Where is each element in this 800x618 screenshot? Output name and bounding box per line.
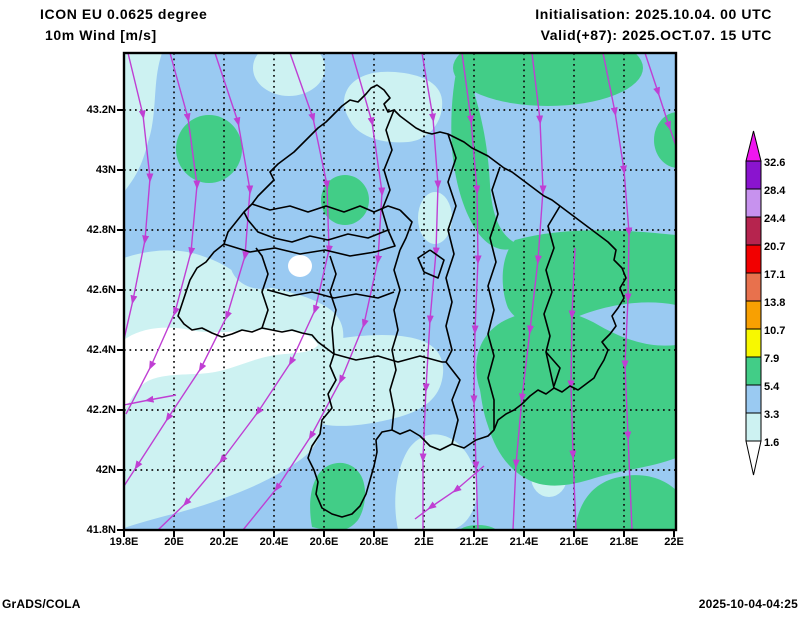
legend-value: 17.1 [764, 269, 786, 281]
x-tick-label: 20.6E [309, 536, 339, 548]
x-tick-label: 19.8E [109, 536, 139, 548]
x-tick-label: 20.8E [359, 536, 389, 548]
x-tick-label: 21.4E [509, 536, 539, 548]
y-tick-label: 43.2N [86, 104, 116, 116]
y-tick-label: 42.8N [86, 224, 116, 236]
legend-value: 1.6 [764, 437, 780, 449]
legend-value: 28.4 [764, 185, 786, 197]
legend-value: 20.7 [764, 241, 786, 253]
render-timestamp: 2025-10-04-04:25 [698, 597, 798, 611]
x-tick-label: 21.2E [459, 536, 489, 548]
x-tick-label: 22E [664, 536, 684, 548]
model-title: ICON EU 0.0625 degree [40, 6, 208, 22]
legend-value: 3.3 [764, 409, 780, 421]
legend-value: 24.4 [764, 213, 786, 225]
legend-value: 5.4 [764, 381, 780, 393]
wind-streamlines [124, 53, 676, 530]
y-tick-label: 42.2N [86, 404, 116, 416]
field-title: 10m Wind [m/s] [45, 27, 157, 43]
wind-speed-shading [124, 53, 676, 530]
y-tick-label: 42N [95, 464, 116, 476]
x-tick-label: 20.4E [259, 536, 289, 548]
initialisation-label: Initialisation: 2025.10.04. 00 UTC [535, 6, 772, 22]
legend-value: 13.8 [764, 297, 786, 309]
x-tick-label: 21.6E [559, 536, 589, 548]
colorbar [745, 130, 762, 476]
x-tick-label: 20.2E [209, 536, 239, 548]
kosovo-borders [177, 84, 627, 518]
legend-value: 7.9 [764, 353, 780, 365]
x-tick-label: 20E [164, 536, 184, 548]
y-tick-label: 43N [95, 164, 116, 176]
x-tick-label: 21.8E [609, 536, 639, 548]
y-tick-label: 42.6N [86, 284, 116, 296]
legend-value: 10.7 [764, 325, 786, 337]
grads-credit: GrADS/COLA [2, 597, 81, 611]
y-tick-label: 41.8N [86, 524, 116, 536]
y-tick-label: 42.4N [86, 344, 116, 356]
x-tick-label: 21E [414, 536, 434, 548]
valid-time-label: Valid(+87): 2025.OCT.07. 15 UTC [540, 27, 772, 43]
plot-frame [117, 51, 678, 537]
legend-value: 32.6 [764, 157, 786, 169]
